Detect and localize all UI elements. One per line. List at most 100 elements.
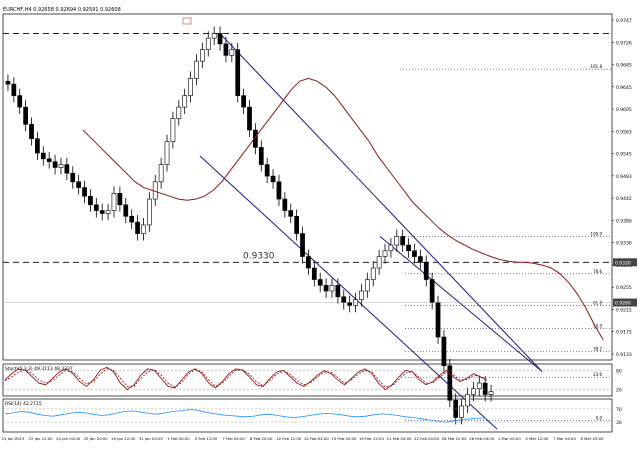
candle-body [412,250,417,257]
fib-level-label: 23.6 [593,372,602,377]
time-axis-label: 22 Jan 12:00 [29,436,54,441]
candle-body [211,33,217,39]
indicator-axis-label: 20 [616,388,622,394]
candle-body [294,216,299,234]
candle-body [347,302,353,306]
candle-body [441,336,447,367]
candle-body [335,284,341,298]
candle-body [276,181,282,200]
candle-body [447,365,453,401]
time-axis-label: 22 Feb 20:00 [414,436,439,441]
candle-body [217,33,223,45]
fib-level-label: 0.0 [596,415,603,420]
price-axis-label: 0.9255 [616,285,632,291]
fib-level-label: 78.6 [593,269,602,274]
candle-body [400,236,406,246]
candle-body [382,250,388,257]
candle-body [364,279,370,292]
candle-body [93,204,99,211]
time-axis-label: 28 Feb 04:00 [469,436,494,441]
time-axis-label: 5 Mar 12:00 [525,436,549,441]
candle-body [117,193,123,206]
candle-body [270,175,276,183]
candle-body [105,210,111,214]
price-axis-label: 0.9605 [616,107,632,113]
indicator-title: RSI(14) 42.2715 [5,401,42,407]
candle-body [70,172,76,183]
candle-body [135,221,140,234]
price-axis-label: 0.9380 [616,218,632,224]
level-price-tag [613,258,637,267]
price-axis-label: 0.9336 [616,241,632,247]
indicator-line-signal [4,368,488,388]
candle-body [76,181,82,188]
current-price-tag [613,298,637,307]
stoch-plot-frame [2,363,613,397]
candle-body [146,198,152,226]
time-axis-label: 25 Jan 20:00 [84,436,109,441]
candle-body [17,95,23,108]
current-price-label: 0.9260 [615,301,631,307]
key-level-label: 0.9330 [243,251,275,261]
indicator-axis-label: 80 [616,368,622,374]
price-axis-label: 0.9545 [616,152,632,158]
candle-body [488,391,494,395]
candle-body [247,106,252,131]
indicator-line-main [4,366,488,391]
price-axis-label: 0.9215 [616,307,632,313]
time-axis-label: 14 Feb 04:00 [304,436,329,441]
candle-body [376,256,382,269]
candle-body [194,60,199,79]
high-marker [182,17,192,25]
candle-body [459,405,464,418]
channel-upper-line [219,33,543,372]
candle-body [223,43,229,56]
time-axis-label: 21 Feb 04:00 [387,436,412,441]
candle-body [323,284,329,292]
price-axis-label: 0.9747 [616,18,632,24]
time-axis-label: 7 Mar 04:00 [553,436,577,441]
time-axis-label: 12 Feb 12:00 [276,436,301,441]
candle-body [46,158,52,163]
time-axis-label: 8 Feb 20:00 [250,436,273,441]
candle-body [35,138,40,154]
time-axis-label: 31 Jan 04:00 [139,436,164,441]
candle-body [111,193,117,211]
candle-body [5,80,11,85]
time-axis-label: 21 Jan 2013 [2,436,25,441]
candle-body [423,261,429,280]
candle-body [476,382,482,390]
level-price-label: 0.9330 [615,260,631,266]
candle-body [205,37,211,50]
candle-body [64,164,70,174]
candle-body [288,210,294,217]
time-axis-label: 7 Feb 04:00 [222,436,245,441]
candle-body [258,147,264,165]
candle-body [359,290,364,300]
time-axis-label: 19 Feb 12:00 [359,436,384,441]
moving-average-line [82,77,604,341]
candle-body [82,187,87,197]
candle-body [164,141,170,165]
candle-body [417,256,423,263]
time-axis-label: 5 Feb 12:00 [195,436,218,441]
time-axis-label: 26 Feb 12:00 [442,436,467,441]
candle-body [370,267,376,280]
time-axis-label: 8 Mar 20:00 [581,436,605,441]
candle-body [406,244,411,252]
candle-body [264,164,270,177]
main-plot-frame [2,13,613,361]
candle-body [300,233,305,257]
price-axis-label: 0.9685 [616,63,632,69]
indicator-line-rsi [4,409,486,423]
candle-body [40,152,46,160]
candle-body [311,267,317,280]
candle-body [200,49,205,62]
candle-body [282,198,288,211]
fib-level-label: 100.0 [591,231,603,236]
candle-body [23,106,28,125]
fib-level-label: 61.8 [593,300,602,305]
fib-level-label: 161.8 [591,64,603,69]
candle-body [341,296,347,303]
